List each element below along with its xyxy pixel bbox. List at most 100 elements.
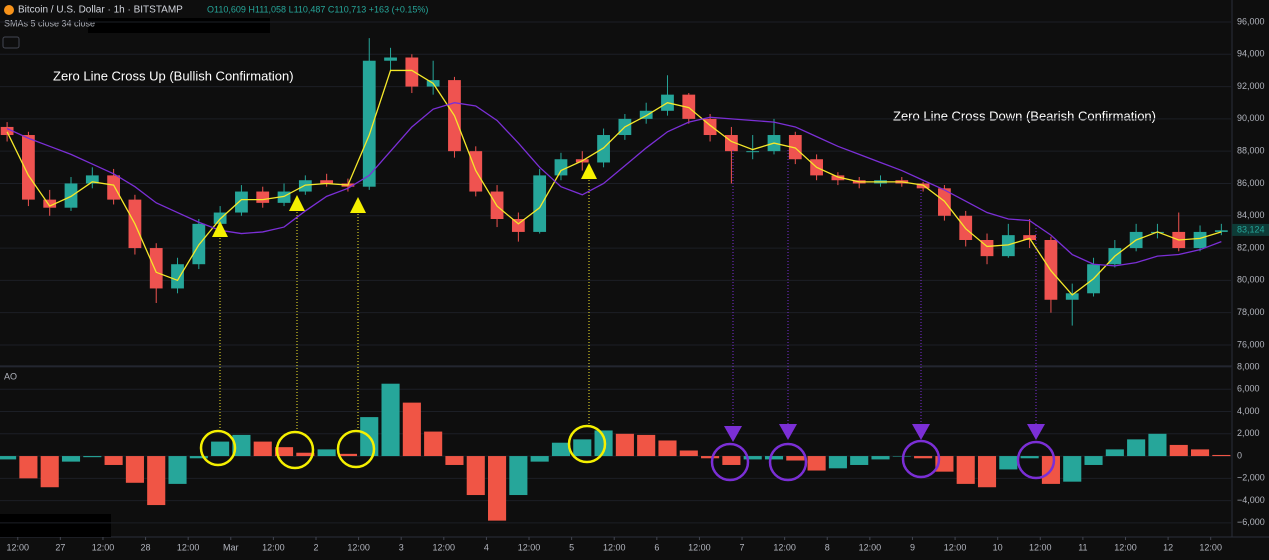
x-tick-label: 12:00 xyxy=(518,542,541,552)
candle-body xyxy=(554,159,568,176)
candle-body xyxy=(1214,230,1228,232)
y-tick-label: 2,000 xyxy=(1237,428,1260,438)
ao-bar xyxy=(594,430,613,457)
ao-bar xyxy=(317,449,336,457)
candle-body xyxy=(298,180,312,192)
y-tick-label: 86,000 xyxy=(1237,178,1265,188)
last-price-label: 83,124 xyxy=(1237,224,1265,234)
cross-markers xyxy=(199,150,1056,482)
ao-bar xyxy=(914,456,933,459)
ao-bar xyxy=(977,456,997,488)
ao-bar xyxy=(828,456,847,469)
x-tick-label: 6 xyxy=(654,542,659,552)
y-tick-label: 92,000 xyxy=(1237,81,1265,91)
x-tick-label: 12:00 xyxy=(433,542,456,552)
ao-bar xyxy=(764,456,784,460)
x-tick-label: 7 xyxy=(740,542,745,552)
y-tick-label: 96,000 xyxy=(1237,16,1265,26)
sma-line xyxy=(6,69,1222,296)
ao-bar xyxy=(274,447,294,457)
last-price-tag xyxy=(1232,223,1269,236)
ao-bar xyxy=(871,456,890,460)
ao-bar xyxy=(466,456,485,496)
candle-body xyxy=(788,135,802,160)
candle-body xyxy=(746,151,760,153)
ao-label: AO xyxy=(4,371,17,381)
ohlc: O110,609 H111,058 L110,487 C110,713 +163… xyxy=(207,4,428,14)
x-tick-label: 12 xyxy=(1163,542,1173,552)
symbol-icon xyxy=(4,5,14,15)
y-tick-label: 78,000 xyxy=(1237,307,1265,317)
ao-bar xyxy=(104,456,123,465)
candle-body xyxy=(533,175,547,232)
x-tick-label: 3 xyxy=(399,542,404,552)
candle-body xyxy=(0,126,14,136)
ao-bar xyxy=(338,453,357,457)
candle-body xyxy=(362,60,376,187)
x-tick-label: 12:00 xyxy=(6,542,29,552)
ao-bar xyxy=(722,456,741,465)
ao-bar xyxy=(253,441,272,457)
ao-bar xyxy=(168,456,187,484)
x-tick-label: 10 xyxy=(993,542,1003,552)
ao-bar xyxy=(551,442,571,457)
y-tick-label: 0 xyxy=(1237,450,1242,460)
candle-body xyxy=(171,264,184,289)
ao-bar xyxy=(19,456,38,479)
annotation: Zero Line Cross Down (Bearish Confirmati… xyxy=(893,108,1156,123)
x-tick-label: 12:00 xyxy=(262,542,285,552)
x-tick-label: 12:00 xyxy=(1199,542,1222,552)
y-tick-label: 4,000 xyxy=(1237,406,1260,416)
annotation: Zero Line Cross Up (Bullish Confirmation… xyxy=(53,68,294,83)
x-tick-label: 12:00 xyxy=(1029,542,1052,552)
ao-bar xyxy=(125,456,144,483)
redaction xyxy=(0,514,111,537)
x-tick-label: 12:00 xyxy=(92,542,115,552)
ao-bar xyxy=(1063,456,1082,482)
x-tick-label: 12:00 xyxy=(859,542,882,552)
ao-bar xyxy=(1127,439,1146,457)
ao-bar xyxy=(1169,444,1188,457)
ao-bar xyxy=(211,441,230,457)
x-tick-label: 12:00 xyxy=(1114,542,1137,552)
candle-body xyxy=(277,191,291,203)
x-tick-label: 12:00 xyxy=(944,542,967,552)
x-tick-label: 12:00 xyxy=(688,542,711,552)
candle-body xyxy=(682,94,696,119)
x-tick-label: 28 xyxy=(141,542,151,552)
ao-bar xyxy=(1190,449,1210,457)
collapse-button[interactable] xyxy=(2,36,20,49)
candle-body xyxy=(405,57,419,87)
candle-body xyxy=(639,110,653,119)
ao-bar xyxy=(147,456,166,506)
y-tick-label: 88,000 xyxy=(1237,146,1265,156)
candle-body xyxy=(235,191,248,213)
y-tick-label: −6,000 xyxy=(1237,517,1265,527)
y-tick-label: 6,000 xyxy=(1237,384,1260,394)
candle-body xyxy=(384,57,397,61)
ao-bar xyxy=(956,456,975,484)
ao-bar xyxy=(488,456,507,521)
x-tick-label: 2 xyxy=(313,542,318,552)
x-tick-label: 12:00 xyxy=(773,542,796,552)
ao-bar xyxy=(850,456,869,465)
x-tick-label: 12:00 xyxy=(177,542,200,552)
x-tick-label: 12:00 xyxy=(603,542,626,552)
x-tick-label: 27 xyxy=(55,542,65,552)
ao-bar xyxy=(999,456,1018,470)
x-tick-label: 9 xyxy=(910,542,915,552)
candle-body xyxy=(597,135,610,163)
y-tick-label: −4,000 xyxy=(1237,495,1265,505)
y-tick-label: 80,000 xyxy=(1237,275,1265,285)
ao-bar xyxy=(637,434,656,457)
ao-bar xyxy=(424,431,443,457)
candle-body xyxy=(320,180,334,184)
candle-body xyxy=(22,135,35,200)
candle-body xyxy=(1193,231,1207,249)
indicator-label: SMAs 5 close 34 close xyxy=(4,18,95,28)
y-tick-label: 84,000 xyxy=(1237,210,1265,220)
y-tick-label: 8,000 xyxy=(1237,361,1260,371)
candle-body xyxy=(85,175,99,184)
ao-bar xyxy=(0,456,17,460)
redaction xyxy=(88,18,270,33)
